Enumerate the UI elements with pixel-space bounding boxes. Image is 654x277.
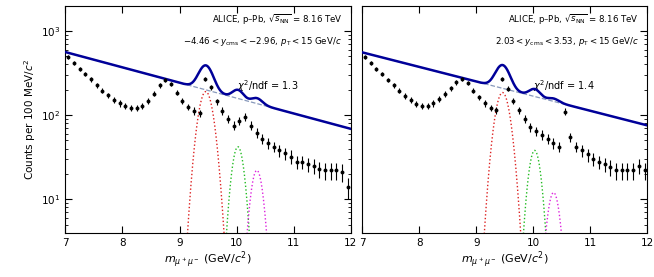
Text: $\chi^2$/ndf = 1.4: $\chi^2$/ndf = 1.4 [533,78,595,94]
X-axis label: $m_{\mu^+\mu^-}$ (GeV/$c^2$): $m_{\mu^+\mu^-}$ (GeV/$c^2$) [164,249,252,270]
Text: ALICE, p–Pb, $\sqrt{s_{\mathrm{NN}}}$ = 8.16 TeV: ALICE, p–Pb, $\sqrt{s_{\mathrm{NN}}}$ = … [211,12,342,27]
X-axis label: $m_{\mu^+\mu^-}$ (GeV/$c^2$): $m_{\mu^+\mu^-}$ (GeV/$c^2$) [461,249,549,270]
Text: $2.03 < y_{\mathrm{cms}} < 3.53,\, p_{\mathrm{T}} < 15$ GeV/$c$: $2.03 < y_{\mathrm{cms}} < 3.53,\, p_{\m… [494,35,639,48]
Y-axis label: Counts per 100 MeV/$c^2$: Counts per 100 MeV/$c^2$ [23,58,39,180]
Text: $\chi^2$/ndf = 1.3: $\chi^2$/ndf = 1.3 [237,78,298,94]
Text: ALICE, p–Pb, $\sqrt{s_{\mathrm{NN}}}$ = 8.16 TeV: ALICE, p–Pb, $\sqrt{s_{\mathrm{NN}}}$ = … [508,12,639,27]
Text: $-4.46 < y_{\mathrm{cms}} < -2.96,\, p_{\mathrm{T}} < 15$ GeV/$c$: $-4.46 < y_{\mathrm{cms}} < -2.96,\, p_{… [184,35,342,48]
